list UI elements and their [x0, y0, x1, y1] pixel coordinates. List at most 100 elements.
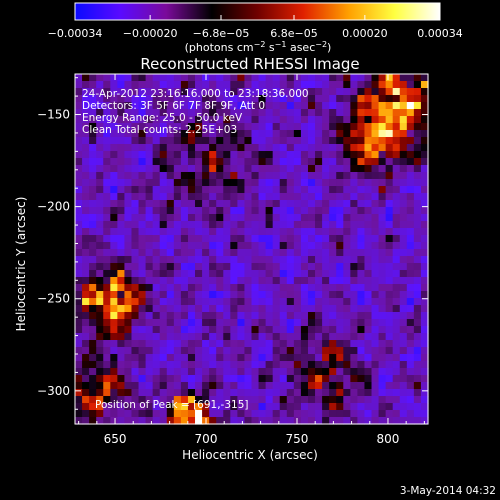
heatmap-cell [138, 312, 147, 320]
heatmap-cell [131, 207, 140, 215]
heatmap-cell [385, 116, 394, 124]
heatmap-cell [322, 172, 330, 180]
heatmap-cell [329, 221, 337, 229]
heatmap-cell [322, 368, 330, 376]
heatmap-cell [279, 179, 288, 187]
heatmap-cell [145, 277, 154, 285]
heatmap-cell [420, 228, 429, 236]
heatmap-cell [195, 137, 203, 145]
heatmap-cell [371, 130, 380, 138]
heatmap-cell [413, 228, 422, 236]
heatmap-cell [392, 151, 401, 159]
heatmap-cell [307, 242, 316, 250]
heatmap-cell [195, 417, 203, 425]
heatmap-cell [216, 291, 224, 299]
heatmap-cell [152, 151, 161, 159]
heatmap-cell [420, 186, 429, 194]
heatmap-cell [279, 375, 288, 383]
heatmap-cell [82, 389, 90, 397]
heatmap-cell [371, 172, 380, 180]
heatmap-cell [75, 116, 83, 124]
heatmap-cell [145, 382, 154, 390]
heatmap-cell [315, 382, 323, 390]
heatmap-cell [307, 277, 316, 285]
heatmap-cell [357, 95, 366, 103]
heatmap-cell [286, 179, 295, 187]
heatmap-cell [216, 95, 224, 103]
heatmap-cell [329, 403, 337, 411]
heatmap-cell [343, 368, 351, 376]
heatmap-cell [216, 200, 224, 208]
heatmap-cell [378, 116, 387, 124]
heatmap-cell [251, 333, 260, 341]
heatmap-cell [286, 242, 295, 250]
heatmap-cell [272, 333, 281, 341]
heatmap-cell [307, 375, 316, 383]
heatmap-cell [251, 200, 260, 208]
heatmap-cell [272, 235, 281, 243]
heatmap-cell [131, 81, 140, 89]
heatmap-cell [244, 256, 253, 264]
heatmap-cell [420, 81, 429, 89]
heatmap-cell [307, 305, 316, 313]
heatmap-cell [293, 403, 302, 411]
heatmap-cell [152, 200, 161, 208]
heatmap-cell [237, 333, 246, 341]
heatmap-cell [223, 263, 231, 271]
heatmap-cell [336, 228, 344, 236]
heatmap-cell [96, 291, 104, 299]
heatmap-cell [187, 193, 196, 201]
heatmap-cell [279, 221, 288, 229]
heatmap-cell [258, 207, 267, 215]
heatmap-cell [166, 109, 175, 117]
heatmap-cell [371, 207, 380, 215]
heatmap-cell [159, 144, 168, 152]
heatmap-cell [237, 102, 246, 110]
heatmap-cell [315, 347, 323, 355]
heatmap-cell [307, 144, 316, 152]
heatmap-cell [75, 298, 83, 306]
heatmap-cell [103, 340, 111, 348]
heatmap-cell [258, 298, 267, 306]
heatmap-cell [300, 277, 309, 285]
heatmap-cell [343, 382, 351, 390]
heatmap-cell [223, 242, 231, 250]
heatmap-cell [399, 249, 408, 257]
heatmap-cell [343, 312, 351, 320]
heatmap-cell [124, 200, 133, 208]
heatmap-cell [399, 228, 408, 236]
heatmap-cell [138, 179, 147, 187]
heatmap-cell [378, 347, 387, 355]
heatmap-cell [251, 298, 260, 306]
heatmap-cell [300, 109, 309, 117]
heatmap-cell [420, 88, 429, 96]
heatmap-cell [272, 200, 281, 208]
heatmap-cell [371, 410, 380, 418]
heatmap-cell [329, 95, 337, 103]
heatmap-cell [336, 284, 344, 292]
heatmap-cell [180, 326, 189, 334]
heatmap-cell [315, 263, 323, 271]
heatmap-cell [75, 109, 83, 117]
heatmap-cell [117, 123, 126, 131]
heatmap-cell [216, 347, 224, 355]
heatmap-cell [96, 179, 104, 187]
heatmap-cell [124, 172, 133, 180]
heatmap-cell [195, 340, 203, 348]
heatmap-cell [293, 172, 302, 180]
heatmap-cell [378, 130, 387, 138]
heatmap-cell [96, 207, 104, 215]
heatmap-cell [307, 109, 316, 117]
heatmap-cell [237, 235, 246, 243]
heatmap-cell [322, 396, 330, 404]
heatmap-cell [293, 305, 302, 313]
heatmap-cell [166, 417, 175, 425]
heatmap-cell [173, 291, 182, 299]
heatmap-cell [223, 179, 231, 187]
heatmap-cell [279, 333, 288, 341]
heatmap-cell [173, 207, 182, 215]
heatmap-cell [145, 123, 154, 131]
heatmap-cell [258, 368, 267, 376]
heatmap-cell [103, 207, 111, 215]
heatmap-cell [279, 417, 288, 425]
